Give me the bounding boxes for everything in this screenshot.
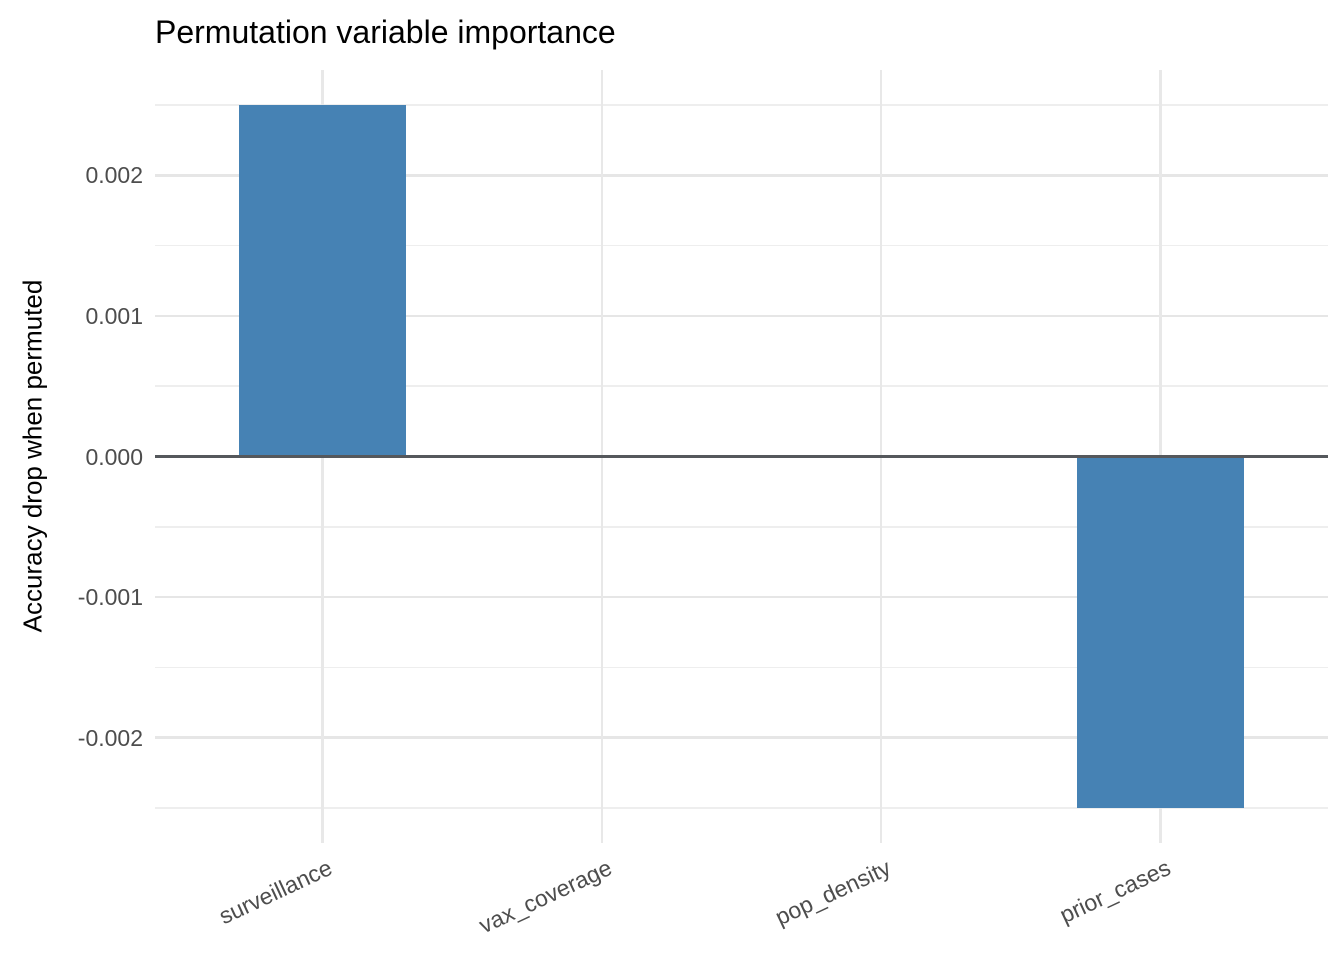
y-tick-label: -0.001 (77, 584, 143, 611)
x-tick-label: vax_coverage (474, 854, 616, 939)
y-tick-label: 0.000 (85, 443, 143, 470)
zero-line (155, 455, 1328, 458)
plot-panel (155, 70, 1328, 843)
chart-title: Permutation variable importance (155, 14, 616, 50)
gridline-major-horizontal (155, 595, 1328, 599)
gridline-minor-horizontal (155, 666, 1328, 669)
bar-surveillance (238, 105, 407, 457)
y-tick-label: -0.002 (77, 724, 143, 751)
gridline-major-horizontal (155, 314, 1328, 318)
y-tick-label: 0.002 (85, 162, 143, 189)
gridline-minor-horizontal (155, 807, 1328, 809)
x-tick-label: surveillance (215, 854, 337, 930)
y-tick-label: 0.001 (85, 302, 143, 329)
gridline-major-horizontal (155, 736, 1328, 739)
gridline-minor-horizontal (155, 104, 1328, 106)
x-tick-label: prior_cases (1055, 854, 1174, 929)
gridline-minor-horizontal (155, 244, 1328, 247)
bar-prior_cases (1076, 456, 1245, 808)
gridline-major-horizontal (155, 174, 1328, 177)
gridline-minor-horizontal (155, 385, 1328, 387)
gridline-minor-horizontal (155, 526, 1328, 528)
x-tick-label: pop_density (771, 854, 895, 931)
